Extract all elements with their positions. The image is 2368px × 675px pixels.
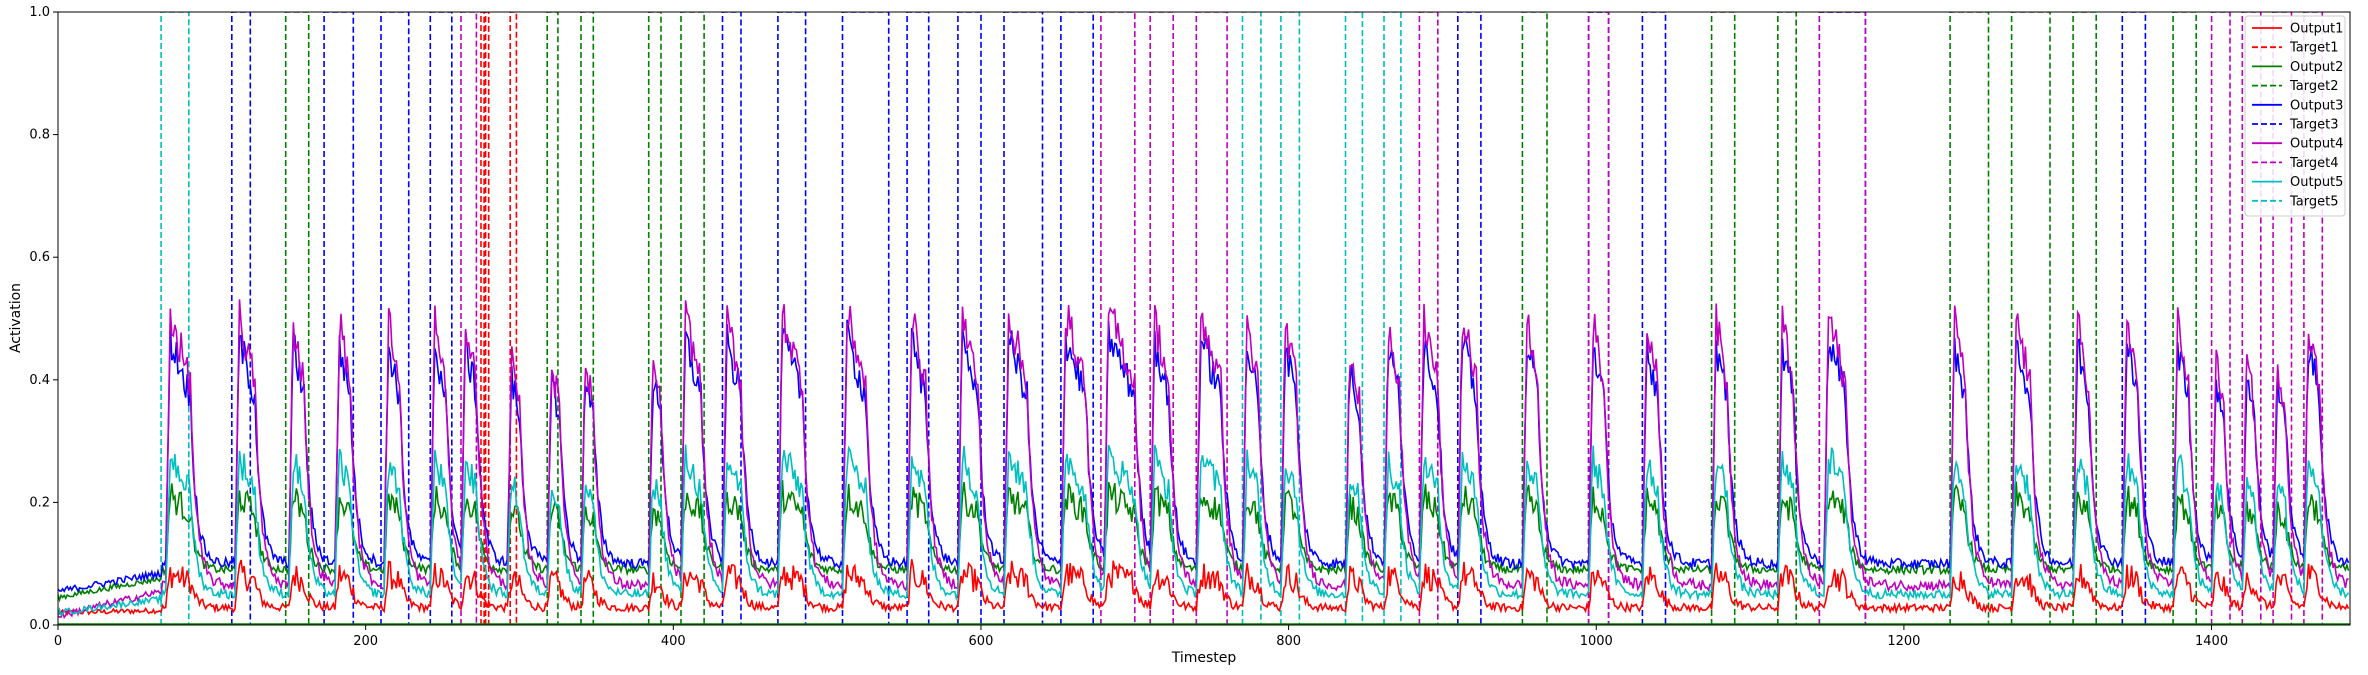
- legend-label-target1: Target1: [2289, 41, 2339, 56]
- legend-label-target2: Target2: [2289, 79, 2339, 94]
- plot-frame: [57, 11, 2351, 626]
- x-tick-label: 1200: [1887, 634, 1920, 649]
- y-tick-label: 0.8: [29, 128, 50, 143]
- y-tick-label: 0.2: [29, 495, 50, 510]
- y-axis-ticks: 0.0 0.2 0.4 0.6 0.8 1.0: [29, 5, 58, 633]
- x-tick-label: 0: [54, 634, 62, 649]
- x-tick-label: 600: [969, 634, 994, 649]
- x-axis-ticks: 0 200 400 600 800 1000 1200 1400: [54, 625, 2228, 649]
- legend-label-output5: Output5: [2290, 175, 2343, 190]
- x-tick-label: 200: [353, 634, 378, 649]
- x-tick-label: 1000: [1580, 634, 1613, 649]
- x-axis-label: Timestep: [1171, 650, 1237, 666]
- x-tick-label: 1400: [2195, 634, 2228, 649]
- series-target1: [480, 12, 518, 625]
- legend-label-target4: Target4: [2289, 156, 2339, 171]
- legend-label-target5: Target5: [2289, 194, 2339, 209]
- series-output4: [58, 299, 2349, 620]
- legend-label-output2: Output2: [2290, 60, 2343, 75]
- series-group: [58, 12, 2350, 625]
- x-tick-label: 800: [1276, 634, 1301, 649]
- legend-label-output4: Output4: [2290, 137, 2343, 152]
- series-output1: [58, 559, 2350, 616]
- y-tick-label: 0.6: [29, 250, 50, 265]
- legend: Output1 Target1 Output2 Target2 Output3 Targe…: [2244, 15, 2346, 217]
- y-tick-label: 0.4: [29, 373, 50, 388]
- y-tick-label: 0.0: [29, 618, 50, 633]
- y-tick-label: 1.0: [29, 5, 50, 20]
- x-tick-label: 400: [661, 634, 686, 649]
- legend-label-output3: Output3: [2290, 98, 2343, 113]
- legend-label-output1: Output1: [2290, 22, 2343, 37]
- legend-label-target3: Target3: [2289, 118, 2339, 133]
- y-axis-label: Activation: [8, 283, 24, 353]
- series-output5: [58, 444, 2350, 617]
